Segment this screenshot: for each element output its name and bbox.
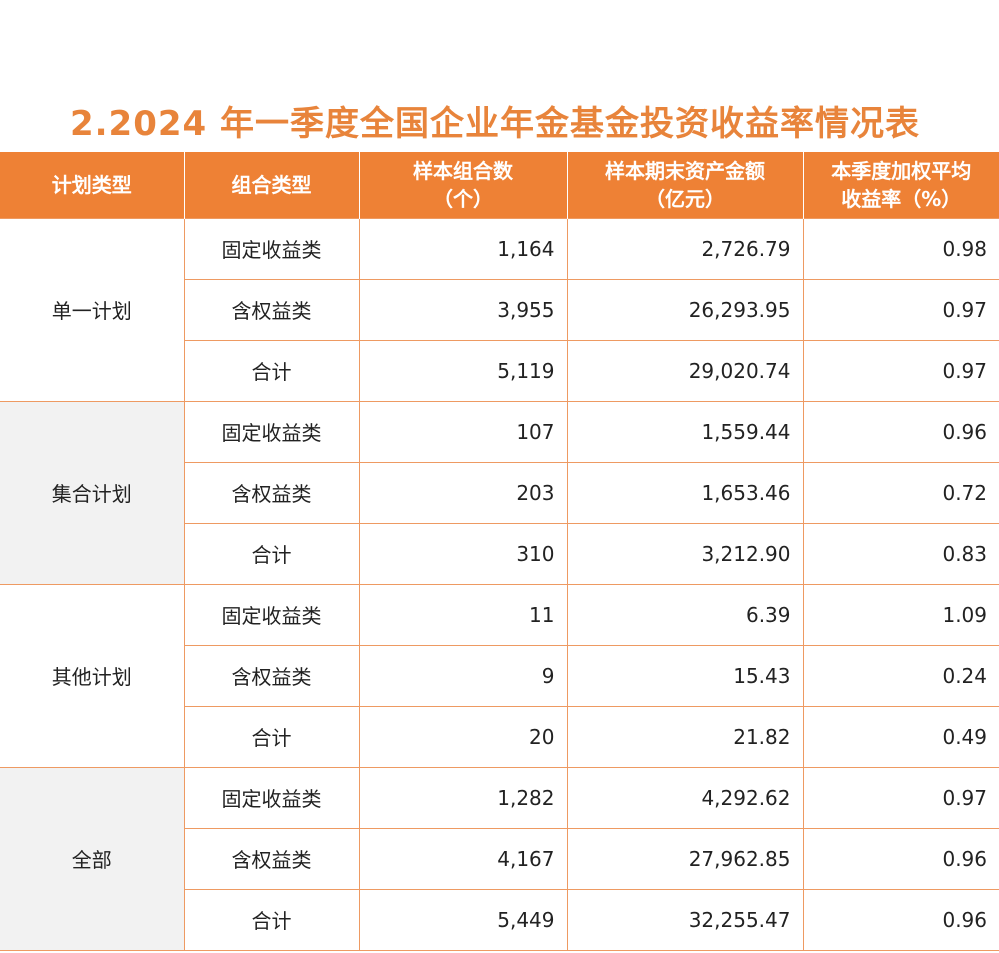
- header-return-rate: 本季度加权平均 收益率（%）: [802, 152, 999, 218]
- sample-count-cell: 9: [358, 644, 568, 707]
- table-body: 单一计划 固定收益类 1,164 2,726.79 0.98 含权益类 3,95…: [0, 217, 999, 951]
- header-portfolio-type-label: 组合类型: [231, 172, 312, 197]
- header-sample-count-line1: 样本组合数: [413, 158, 513, 183]
- portfolio-type-cell: 合计: [183, 705, 360, 768]
- return-rate-cell: 0.97: [802, 339, 999, 402]
- table-row: 含权益类 203 1,653.46 0.72: [0, 461, 999, 524]
- return-rate-table: 计划类型 组合类型 样本组合数 （个） 样本期末资产金额 （亿元） 本季度加权平均收…: [0, 152, 999, 951]
- table-title: 2.2024 年一季度全国企业年金基金投资收益率情况表: [69, 104, 921, 144]
- sample-count-cell: 107: [358, 400, 568, 463]
- table-row: 合计 20 21.82 0.49: [0, 705, 999, 768]
- sample-count-cell: 310: [358, 522, 568, 585]
- sample-count-cell: 11: [358, 583, 568, 646]
- assets-cell: 2,726.79: [566, 217, 804, 280]
- header-sample-count-line2: （个）: [433, 186, 493, 211]
- return-rate-cell: 1.09: [802, 583, 999, 646]
- return-rate-cell: 0.96: [802, 400, 999, 463]
- header-sample-count: 样本组合数 （个）: [358, 152, 568, 218]
- return-rate-cell: 0.98: [802, 217, 999, 280]
- sample-count-cell: 3,955: [358, 278, 568, 341]
- plan-type-cell: 单一计划: [0, 217, 185, 402]
- header-assets-line2: （亿元）: [645, 186, 725, 211]
- return-rate-cell: 0.24: [802, 644, 999, 707]
- header-return-line2: 收益率（%）: [841, 186, 962, 211]
- table-row: 含权益类 9 15.43 0.24: [0, 644, 999, 707]
- table-row: 含权益类 4,167 27,962.85 0.96: [0, 827, 999, 890]
- header-plan-type-label: 计划类型: [51, 172, 132, 197]
- assets-cell: 21.82: [566, 705, 804, 768]
- plan-type-cell: 其他计划: [0, 583, 185, 768]
- table-row: 合计 5,119 29,020.74 0.97: [0, 339, 999, 402]
- portfolio-type-cell: 合计: [183, 888, 360, 951]
- table-row: 合计 5,449 32,255.47 0.96: [0, 888, 999, 951]
- return-rate-cell: 0.83: [802, 522, 999, 585]
- portfolio-type-cell: 固定收益类: [183, 583, 360, 646]
- return-rate-cell: 0.96: [802, 888, 999, 951]
- sample-count-cell: 1,282: [358, 766, 568, 829]
- return-rate-cell: 0.49: [802, 705, 999, 768]
- table-row: 单一计划 固定收益类 1,164 2,726.79 0.98: [0, 217, 999, 402]
- portfolio-type-cell: 合计: [183, 522, 360, 585]
- sample-count-cell: 4,167: [358, 827, 568, 890]
- portfolio-type-cell: 合计: [183, 339, 360, 402]
- sample-count-cell: 1,164: [358, 217, 568, 280]
- assets-cell: 27,962.85: [566, 827, 804, 890]
- return-rate-cell: 0.96: [802, 827, 999, 890]
- assets-cell: 29,020.74: [566, 339, 804, 402]
- assets-cell: 32,255.47: [566, 888, 804, 951]
- return-rate-cell: 0.72: [802, 461, 999, 524]
- header-return-line1: 本季度加权平均: [831, 158, 972, 183]
- header-assets: 样本期末资产金额 （亿元）: [566, 152, 804, 218]
- plan-type-cell: 全部: [0, 766, 185, 951]
- sample-count-cell: 203: [358, 461, 568, 524]
- portfolio-type-cell: 固定收益类: [183, 217, 360, 280]
- table-row: 集合计划 固定收益类 107 1,559.44 0.96: [0, 400, 999, 585]
- header-plan-type: 计划类型: [0, 152, 185, 218]
- sample-count-cell: 5,119: [358, 339, 568, 402]
- assets-cell: 3,212.90: [566, 522, 804, 585]
- assets-cell: 6.39: [566, 583, 804, 646]
- portfolio-type-cell: 含权益类: [183, 461, 360, 524]
- plan-type-cell: 集合计划: [0, 400, 185, 585]
- portfolio-type-cell: 固定收益类: [183, 766, 360, 829]
- sample-count-cell: 20: [358, 705, 568, 768]
- assets-cell: 1,653.46: [566, 461, 804, 524]
- return-rate-cell: 0.97: [802, 766, 999, 829]
- header-portfolio-type: 组合类型: [183, 152, 360, 218]
- header-row: 计划类型 组合类型 样本组合数 （个） 样本期末资产金额 （亿元） 本季度加权平均收…: [0, 152, 999, 218]
- table-row: 合计 310 3,212.90 0.83: [0, 522, 999, 585]
- return-rate-cell: 0.97: [802, 278, 999, 341]
- assets-cell: 1,559.44: [566, 400, 804, 463]
- header-assets-line1: 样本期末资产金额: [605, 158, 765, 183]
- table-row: 其他计划 固定收益类 11 6.39 1.09: [0, 583, 999, 768]
- portfolio-type-cell: 固定收益类: [183, 400, 360, 463]
- assets-cell: 4,292.62: [566, 766, 804, 829]
- portfolio-type-cell: 含权益类: [183, 278, 360, 341]
- table-row: 含权益类 3,955 26,293.95 0.97: [0, 278, 999, 341]
- table-header: 计划类型 组合类型 样本组合数 （个） 样本期末资产金额 （亿元） 本季度加权平均收…: [0, 152, 999, 218]
- sample-count-cell: 5,449: [358, 888, 568, 951]
- table-row: 全部 固定收益类 1,282 4,292.62 0.97: [0, 766, 999, 951]
- assets-cell: 26,293.95: [566, 278, 804, 341]
- portfolio-type-cell: 含权益类: [183, 644, 360, 707]
- assets-cell: 15.43: [566, 644, 804, 707]
- portfolio-type-cell: 含权益类: [183, 827, 360, 890]
